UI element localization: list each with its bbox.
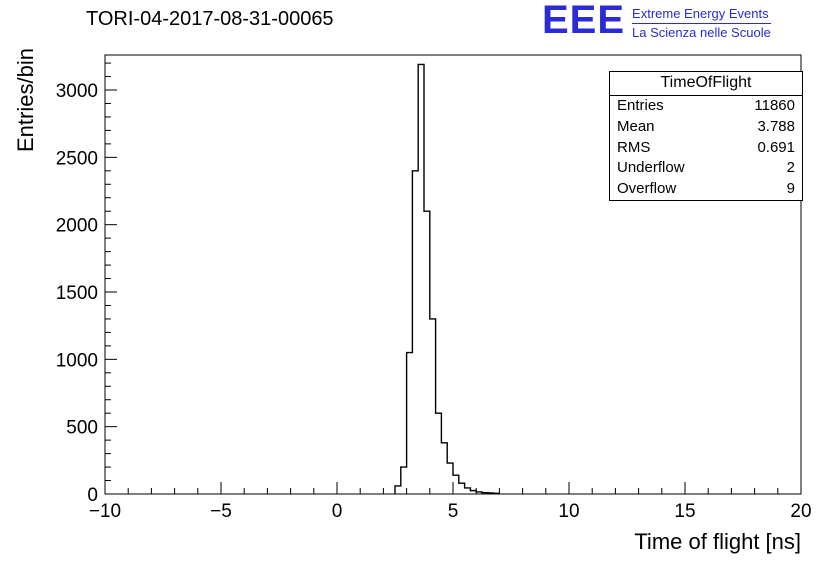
- y-tick-label: 1000: [56, 350, 98, 371]
- y-tick-label: 0: [87, 485, 98, 506]
- x-tick-label: 0: [332, 501, 343, 522]
- stats-row-value: 0.691: [757, 138, 795, 156]
- x-axis-ticks: [104, 482, 802, 494]
- x-tick-label: 5: [448, 501, 459, 522]
- plot-frame: [104, 54, 802, 495]
- x-tick-label: 15: [674, 501, 695, 522]
- stats-box: TimeOfFlight Entries 11860 Mean 3.788 RMS 0.6…: [609, 71, 803, 201]
- x-tick-label: −5: [210, 501, 232, 522]
- page-title: TORI-04-2017-08-31-00065: [86, 8, 334, 30]
- eee-logo-line1: Extreme Energy Events: [632, 6, 771, 25]
- stats-row-label: Overflow: [617, 180, 677, 197]
- stats-row-label: Mean: [617, 117, 655, 135]
- eee-logo-line2: La Scienza nelle Scuole: [632, 25, 771, 41]
- stats-row: Overflow 9: [610, 179, 802, 200]
- x-tick-label: 20: [790, 501, 811, 522]
- stats-row: Mean 3.788: [610, 117, 802, 138]
- stats-row-value: 2: [786, 159, 795, 177]
- x-axis-title: Time of flight [ns]: [634, 529, 801, 554]
- stats-row-label: Entries: [617, 97, 664, 114]
- stats-row-value: 9: [786, 180, 795, 197]
- stats-row-label: RMS: [617, 138, 651, 156]
- y-axis-title: Entries/bin: [13, 48, 38, 152]
- histogram-line: [394, 63, 501, 495]
- x-axis-tick-labels: −10 −5 0 5 10 15 20: [89, 501, 812, 522]
- eee-logo-subtitle: Extreme Energy Events La Scienza nelle S…: [632, 6, 771, 42]
- y-axis-ticks: [105, 62, 117, 495]
- stats-row-value: 3.788: [757, 117, 795, 135]
- y-tick-label: 2000: [56, 216, 98, 237]
- x-tick-label: 10: [558, 501, 579, 522]
- eee-logo-text: EEE: [542, 0, 626, 42]
- y-tick-label: 1500: [56, 283, 98, 304]
- stats-box-title: TimeOfFlight: [610, 72, 802, 96]
- stats-row: Entries 11860: [610, 96, 802, 117]
- stats-row-value: 11860: [754, 97, 795, 114]
- x-tick-label: −10: [89, 501, 121, 522]
- stats-row: Underflow 2: [610, 158, 802, 179]
- y-tick-label: 3000: [56, 81, 98, 102]
- y-tick-label: 500: [66, 418, 98, 439]
- stats-row: RMS 0.691: [610, 138, 802, 159]
- stats-row-label: Underflow: [617, 159, 685, 177]
- stats-box-rows: Entries 11860 Mean 3.788 RMS 0.691 Underflow 2 O…: [610, 96, 802, 200]
- y-tick-label: 2500: [56, 148, 98, 169]
- y-axis-tick-labels: 0 500 1000 1500 2000 2500 3000: [56, 81, 98, 506]
- eee-logo: EEE Extreme Energy Events La Scienza nel…: [542, 0, 771, 42]
